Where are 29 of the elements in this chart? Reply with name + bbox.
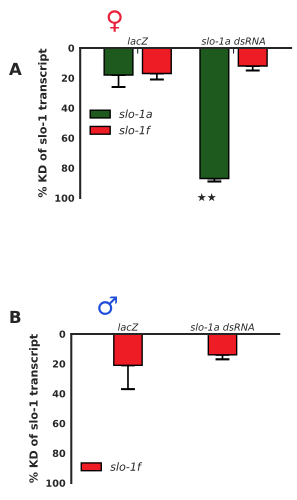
legend-label: slo-1f: [119, 126, 152, 134]
x-tick-label: lacZ: [128, 37, 148, 45]
x-tick-label: lacZ: [118, 323, 138, 331]
y-tick-label: 0: [59, 330, 66, 338]
y-tick-label: 20: [62, 74, 74, 82]
annotation: ★★: [197, 193, 216, 202]
y-tick-label: 100: [55, 194, 74, 202]
chart-title: ♀: [108, 10, 122, 32]
y-tick-label: 20: [52, 360, 66, 368]
y-tick-label: 80: [62, 164, 74, 172]
y-axis-title: % KD of slo-1 transcript: [29, 334, 40, 483]
x-tick-label: slo-1a dsRNA: [190, 323, 254, 331]
x-tick-label: slo-1a dsRNA: [201, 37, 266, 45]
y-tick-label: 60: [62, 134, 74, 142]
y-tick-label: 0: [68, 44, 74, 52]
chart-title: ♂: [98, 296, 117, 315]
y-tick-label: 60: [52, 420, 66, 428]
bar: [238, 48, 268, 67]
y-tick-label: 40: [62, 104, 74, 112]
y-tick-label: 40: [52, 390, 66, 398]
y-tick-label: 80: [52, 450, 66, 458]
y-tick-label: 100: [46, 479, 66, 487]
text: B: [10, 310, 20, 323]
bar: [199, 48, 230, 180]
y-axis-title: % KD of slo-1 transcript: [38, 48, 49, 198]
legend-label: slo-1a: [119, 109, 152, 118]
text: A: [8, 62, 22, 75]
legend-label: slo-1f: [110, 462, 142, 471]
bar: [142, 48, 172, 74]
